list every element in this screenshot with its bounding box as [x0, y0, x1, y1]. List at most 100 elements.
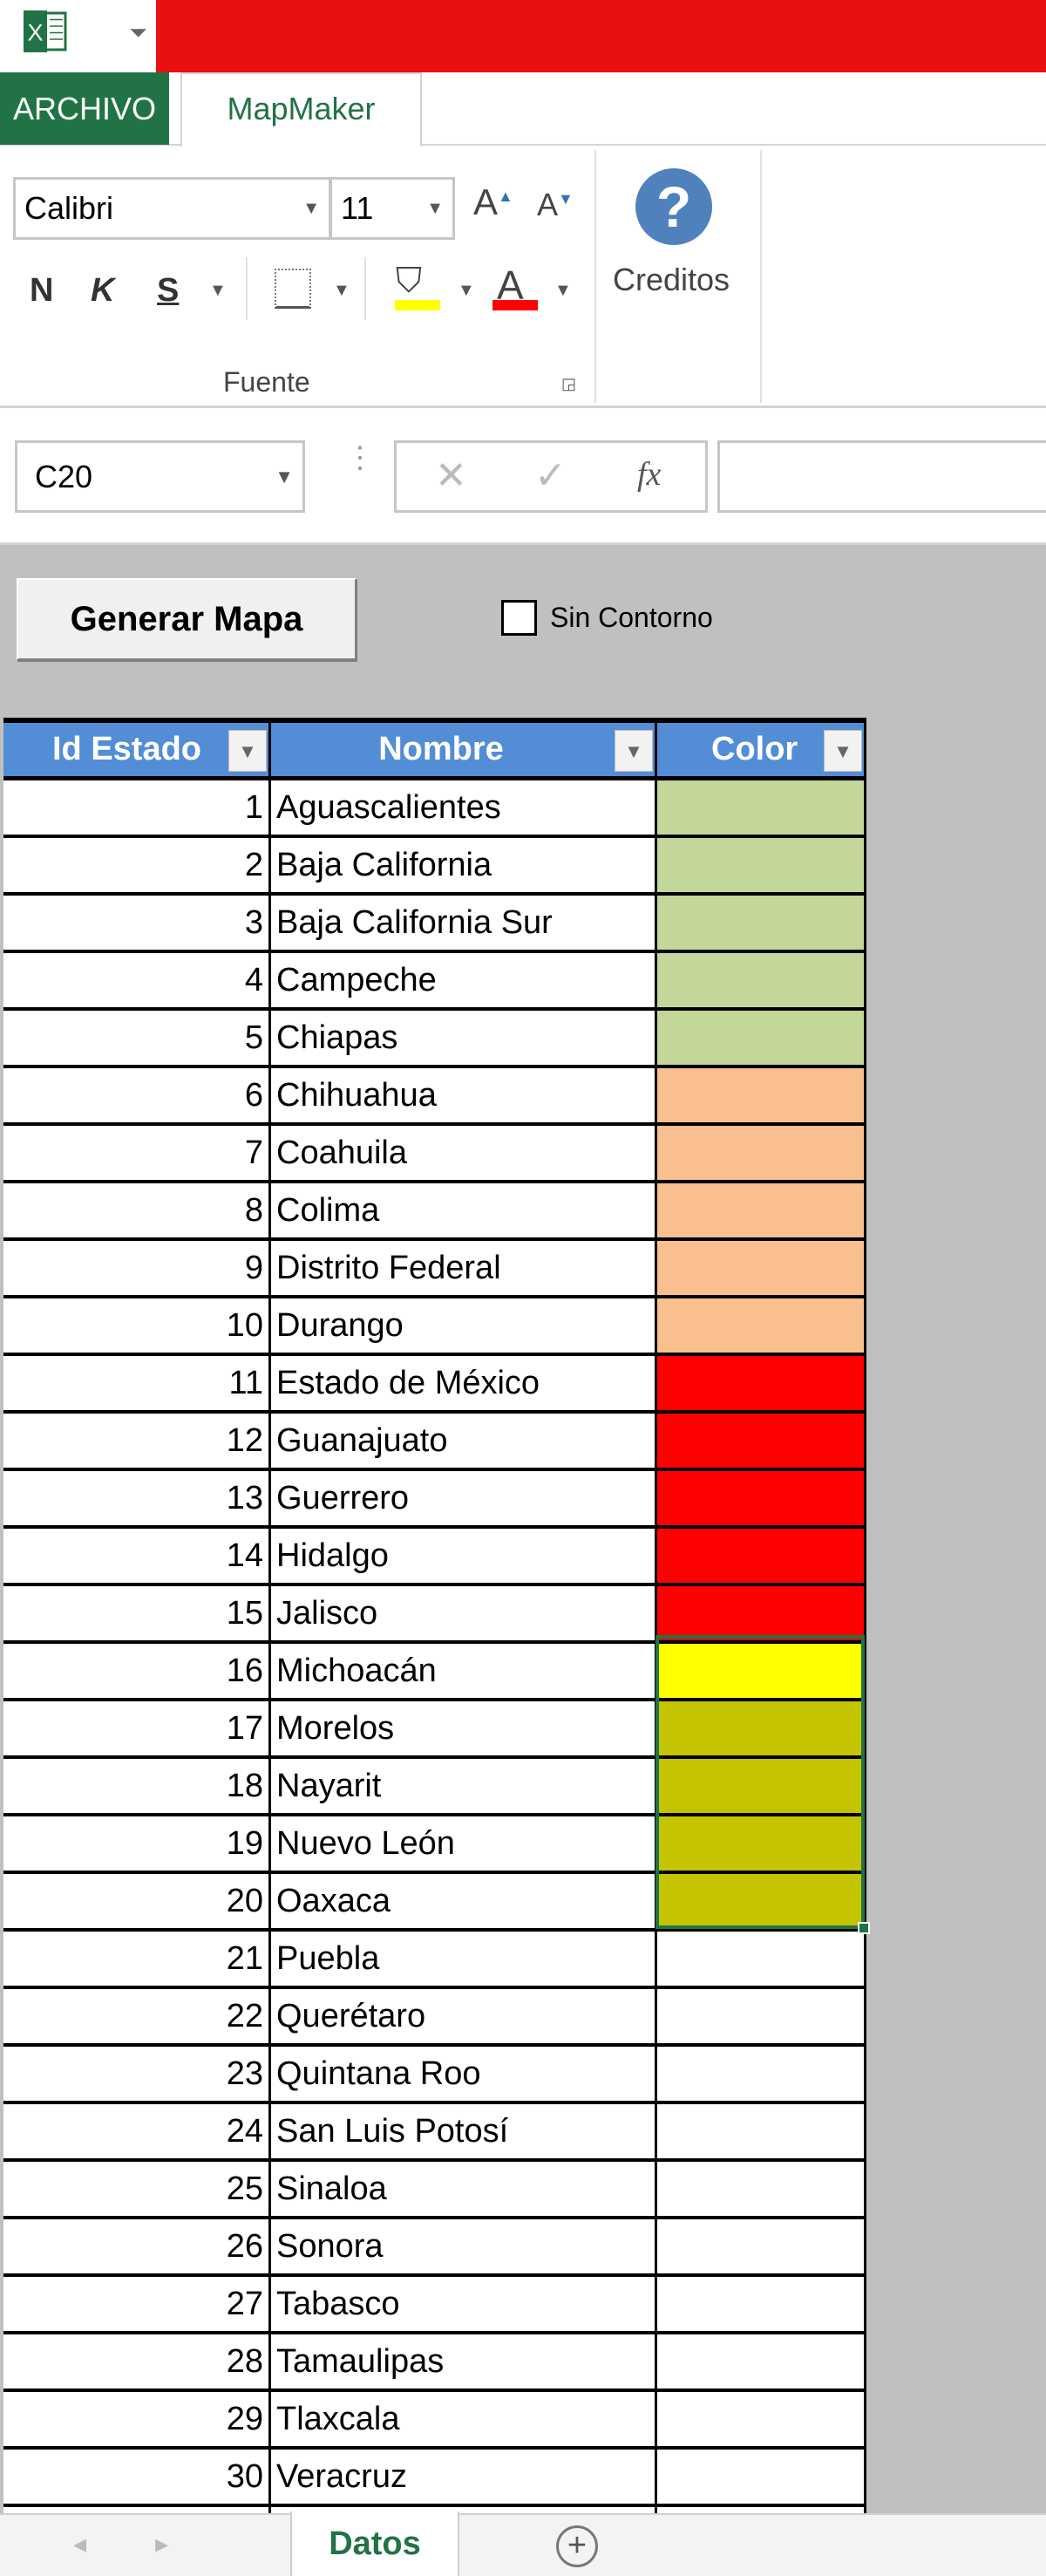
chevron-down-icon[interactable]: ▼ [554, 281, 572, 300]
cell-color[interactable] [657, 2219, 866, 2273]
cell-nombre[interactable]: Puebla [271, 1932, 657, 1986]
cell-id[interactable]: 4 [3, 953, 271, 1007]
cell-nombre[interactable]: Guerrero [271, 1471, 657, 1525]
cell-color[interactable] [657, 1126, 866, 1180]
cell-nombre[interactable]: Chihuahua [271, 1068, 657, 1122]
excel-icon[interactable]: X [21, 9, 68, 54]
cell-color[interactable] [657, 1759, 866, 1813]
fill-handle[interactable] [858, 1922, 870, 1934]
cell-id[interactable]: 6 [3, 1068, 271, 1122]
cell-id[interactable]: 23 [3, 2047, 271, 2101]
cell-color[interactable] [657, 2334, 866, 2389]
cell-color[interactable] [657, 838, 866, 892]
cell-nombre[interactable]: Colima [271, 1183, 657, 1237]
cell-id[interactable]: 28 [3, 2334, 271, 2389]
cell-nombre[interactable]: Aguascalientes [271, 780, 657, 835]
formula-input[interactable] [717, 440, 1046, 513]
cell-id[interactable]: 2 [3, 838, 271, 892]
cell-color[interactable] [657, 780, 866, 835]
tab-archivo[interactable]: ARCHIVO [0, 72, 169, 145]
cell-nombre[interactable]: Sonora [271, 2219, 657, 2273]
cell-color[interactable] [657, 2047, 866, 2101]
insert-function-icon[interactable]: fx [637, 456, 662, 493]
cell-id[interactable]: 21 [3, 1932, 271, 1986]
cell-id[interactable]: 17 [3, 1701, 271, 1755]
dialog-launcher-icon[interactable]: ◲ [561, 375, 577, 392]
cell-id[interactable]: 24 [3, 2104, 271, 2158]
bold-button[interactable]: N [30, 272, 54, 309]
font-name-combo[interactable]: Calibri ▼ [13, 177, 331, 240]
generar-mapa-button[interactable]: Generar Mapa [17, 578, 357, 660]
chevron-down-icon[interactable]: ▼ [275, 466, 294, 487]
scroll-tabs-left-icon[interactable]: ◂ [73, 2530, 87, 2559]
add-sheet-icon[interactable]: + [556, 2525, 598, 2567]
enter-icon[interactable]: ✓ [534, 454, 567, 497]
cell-color[interactable] [657, 2392, 866, 2446]
cell-nombre[interactable]: Quintana Roo [271, 2047, 657, 2101]
cell-color[interactable] [657, 1989, 866, 2043]
cell-nombre[interactable]: Baja California [271, 838, 657, 892]
chevron-down-icon[interactable]: ▼ [209, 281, 227, 300]
cell-id[interactable]: 19 [3, 1816, 271, 1871]
cell-color[interactable] [657, 1298, 866, 1353]
cell-id[interactable]: 25 [3, 2162, 271, 2216]
cell-nombre[interactable]: Durango [271, 1298, 657, 1353]
help-icon[interactable]: ? [635, 168, 712, 245]
cell-nombre[interactable]: San Luis Potosí [271, 2104, 657, 2158]
italic-button[interactable]: K [91, 272, 115, 309]
cell-nombre[interactable]: Michoacán [271, 1644, 657, 1698]
cell-nombre[interactable]: Jalisco [271, 1586, 657, 1640]
filter-dropdown-icon[interactable]: ▼ [824, 730, 862, 772]
cell-id[interactable]: 27 [3, 2277, 271, 2331]
cell-id[interactable]: 13 [3, 1471, 271, 1525]
cell-nombre[interactable]: Estado de México [271, 1356, 657, 1410]
borders-icon[interactable] [275, 269, 311, 309]
cell-id[interactable]: 30 [3, 2450, 271, 2504]
cell-color[interactable] [657, 1586, 866, 1640]
cell-nombre[interactable]: Hidalgo [271, 1529, 657, 1583]
cell-id[interactable]: 20 [3, 1874, 271, 1928]
cell-color[interactable] [657, 1414, 866, 1468]
cancel-icon[interactable]: ✕ [435, 454, 467, 497]
filter-dropdown-icon[interactable]: ▼ [228, 730, 267, 772]
grow-font-button[interactable]: A▲ [473, 181, 513, 222]
cell-id[interactable]: 11 [3, 1356, 271, 1410]
cell-nombre[interactable]: Veracruz [271, 2450, 657, 2504]
cell-id[interactable]: 1 [3, 780, 271, 835]
cell-id[interactable]: 22 [3, 1989, 271, 2043]
cell-color[interactable] [657, 1932, 866, 1986]
cell-color[interactable] [657, 1068, 866, 1122]
underline-button[interactable]: S [157, 272, 180, 309]
cell-color[interactable] [657, 1011, 866, 1065]
chevron-down-icon[interactable]: ▼ [426, 199, 444, 218]
cell-nombre[interactable]: Morelos [271, 1701, 657, 1755]
cell-nombre[interactable]: Sinaloa [271, 2162, 657, 2216]
cell-id[interactable]: 3 [3, 896, 271, 950]
cell-id[interactable]: 14 [3, 1529, 271, 1583]
cell-nombre[interactable]: Coahuila [271, 1126, 657, 1180]
cell-color[interactable] [657, 1529, 866, 1583]
filter-dropdown-icon[interactable]: ▼ [615, 730, 653, 772]
cell-id[interactable]: 9 [3, 1241, 271, 1295]
cell-id[interactable]: 7 [3, 1126, 271, 1180]
cell-color[interactable] [657, 1874, 866, 1928]
cell-nombre[interactable]: Nuevo León [271, 1816, 657, 1871]
cell-color[interactable] [657, 1816, 866, 1871]
cell-nombre[interactable]: Guanajuato [271, 1414, 657, 1468]
cell-id[interactable]: 29 [3, 2392, 271, 2446]
cell-id[interactable]: 18 [3, 1759, 271, 1813]
splitter-handle[interactable]: ⋮ [345, 441, 375, 474]
cell-nombre[interactable]: Oaxaca [271, 1874, 657, 1928]
tab-mapmaker[interactable]: MapMaker [180, 72, 422, 147]
cell-nombre[interactable]: Distrito Federal [271, 1241, 657, 1295]
cell-id[interactable]: 10 [3, 1298, 271, 1353]
scroll-tabs-right-icon[interactable]: ▸ [155, 2530, 169, 2559]
cell-color[interactable] [657, 1183, 866, 1237]
cell-id[interactable]: 16 [3, 1644, 271, 1698]
cell-id[interactable]: 8 [3, 1183, 271, 1237]
cell-nombre[interactable]: Nayarit [271, 1759, 657, 1813]
cell-nombre[interactable]: Tlaxcala [271, 2392, 657, 2446]
cell-id[interactable]: 26 [3, 2219, 271, 2273]
cell-color[interactable] [657, 1471, 866, 1525]
creditos-button[interactable]: Creditos [613, 262, 730, 297]
